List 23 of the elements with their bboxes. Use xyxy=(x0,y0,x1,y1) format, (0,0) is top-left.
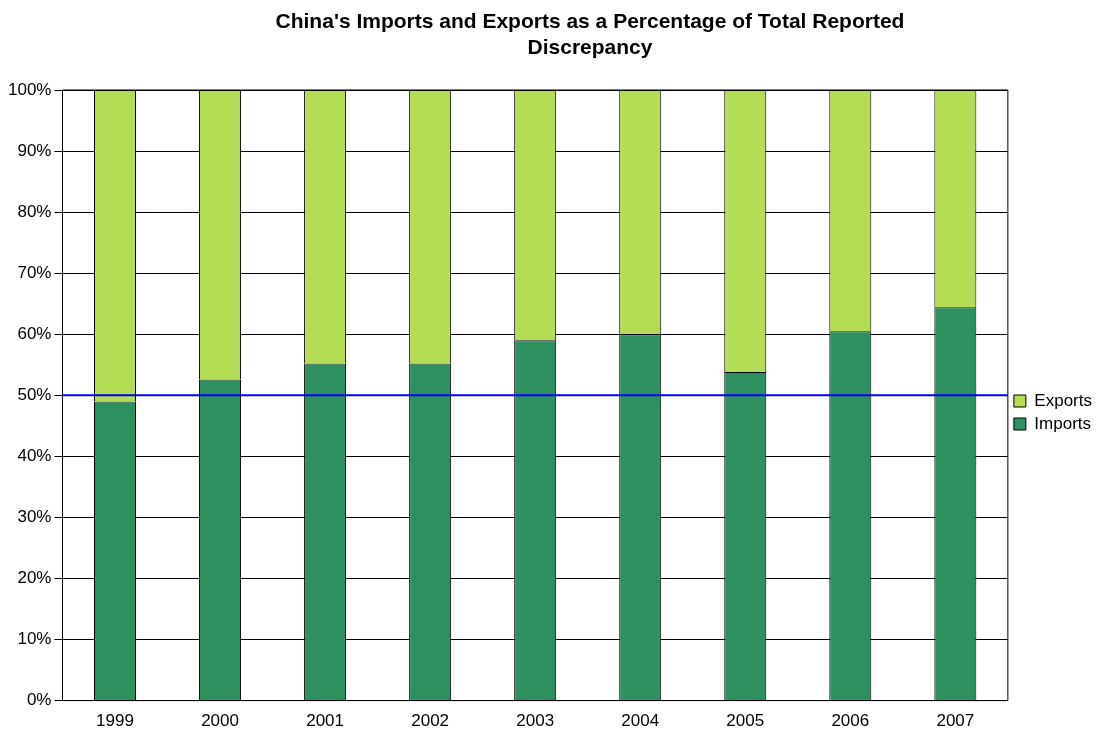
y-tick-label: 50% xyxy=(17,384,52,404)
x-tick-label: 2004 xyxy=(621,711,660,731)
y-tick-label: 30% xyxy=(17,507,52,527)
y-tick-label: 0% xyxy=(26,690,52,710)
legend-label: Exports xyxy=(1034,390,1093,410)
y-tick-label: 70% xyxy=(17,262,52,282)
x-tick-label: 2001 xyxy=(306,711,344,731)
legend-label: Imports xyxy=(1034,413,1092,433)
y-tick-label: 40% xyxy=(17,446,52,466)
y-tick-label: 20% xyxy=(17,568,52,588)
x-tick-label: 2005 xyxy=(726,711,765,731)
x-tick-label: 2002 xyxy=(411,711,450,731)
x-tick-label: 2006 xyxy=(831,711,870,731)
chart-title: China's Imports and Exports as a Percentage of Total Reported Discrepancy xyxy=(274,8,906,60)
x-tick-label: 2003 xyxy=(516,711,555,731)
y-tick-label: 60% xyxy=(17,323,52,343)
y-tick-label: 80% xyxy=(17,201,52,221)
y-tick-label: 100% xyxy=(8,79,52,99)
x-tick-label: 2007 xyxy=(936,711,975,731)
x-tick-label: 2000 xyxy=(201,711,239,731)
y-tick-label: 90% xyxy=(17,140,52,160)
y-tick-label: 10% xyxy=(17,629,52,649)
x-tick-label: 1999 xyxy=(96,711,134,731)
